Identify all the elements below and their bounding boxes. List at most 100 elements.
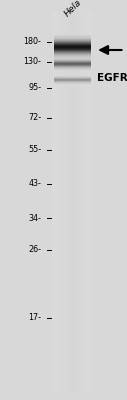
Bar xyxy=(54,52,91,53)
Bar xyxy=(54,58,91,59)
Bar xyxy=(54,58,91,59)
Text: 130-: 130- xyxy=(23,58,41,66)
Bar xyxy=(91,12,92,392)
Bar xyxy=(64,12,65,392)
Bar xyxy=(54,38,91,39)
Bar xyxy=(54,12,55,392)
Bar xyxy=(54,63,91,64)
Bar xyxy=(54,40,91,41)
Bar xyxy=(54,43,91,44)
Bar xyxy=(54,79,91,80)
Bar xyxy=(61,12,62,392)
Text: 34-: 34- xyxy=(28,214,41,222)
Bar xyxy=(54,63,91,64)
Bar xyxy=(54,40,91,41)
Bar xyxy=(54,50,91,51)
Bar xyxy=(59,12,60,392)
Bar xyxy=(54,54,91,55)
Bar xyxy=(54,57,91,58)
Bar xyxy=(54,83,91,84)
Bar xyxy=(54,83,91,84)
Bar xyxy=(72,12,73,392)
Bar xyxy=(69,12,70,392)
Bar xyxy=(54,35,91,36)
Bar xyxy=(54,83,91,84)
Bar xyxy=(54,53,91,54)
Bar xyxy=(67,12,68,392)
Bar xyxy=(53,12,91,392)
Text: 26-: 26- xyxy=(28,246,41,254)
Bar xyxy=(79,12,80,392)
Bar xyxy=(54,62,91,63)
Bar xyxy=(65,12,66,392)
Bar xyxy=(54,61,91,62)
Bar xyxy=(54,41,91,42)
Bar xyxy=(84,12,85,392)
Bar xyxy=(54,46,91,47)
Bar xyxy=(74,12,75,392)
Bar xyxy=(76,12,77,392)
Bar xyxy=(56,12,57,392)
Bar xyxy=(88,12,89,392)
Bar xyxy=(54,52,91,53)
Bar xyxy=(54,35,91,36)
Bar xyxy=(54,45,91,46)
Bar xyxy=(86,12,87,392)
Bar xyxy=(54,59,91,60)
Bar xyxy=(54,39,91,40)
Bar xyxy=(60,12,61,392)
Bar xyxy=(54,67,91,68)
Bar xyxy=(54,76,91,77)
Bar xyxy=(54,57,91,58)
Bar xyxy=(54,48,91,49)
Bar xyxy=(54,79,91,80)
Bar xyxy=(54,44,91,45)
Bar xyxy=(78,12,79,392)
Bar xyxy=(54,66,91,67)
Bar xyxy=(54,82,91,83)
Bar xyxy=(80,12,81,392)
Bar xyxy=(71,12,72,392)
Bar xyxy=(54,59,91,60)
Bar xyxy=(54,81,91,82)
Bar xyxy=(54,38,91,39)
Bar xyxy=(74,12,75,392)
Bar xyxy=(82,12,83,392)
Bar xyxy=(54,47,91,48)
Bar xyxy=(54,49,91,50)
Bar xyxy=(54,77,91,78)
Bar xyxy=(54,80,91,81)
Bar xyxy=(54,45,91,46)
Bar xyxy=(54,76,91,77)
Bar xyxy=(68,12,69,392)
Bar xyxy=(54,65,91,66)
Bar xyxy=(70,12,71,392)
Bar xyxy=(54,58,91,59)
Bar xyxy=(54,48,91,49)
Bar xyxy=(88,12,89,392)
Bar xyxy=(54,42,91,43)
Bar xyxy=(54,51,91,52)
Bar xyxy=(86,12,87,392)
Bar xyxy=(65,12,66,392)
Bar xyxy=(54,58,91,59)
Bar xyxy=(54,40,91,41)
Bar xyxy=(66,12,67,392)
Bar xyxy=(54,66,91,67)
Bar xyxy=(58,12,59,392)
Bar xyxy=(54,62,91,63)
Bar xyxy=(54,44,91,45)
Bar xyxy=(54,58,91,59)
Bar xyxy=(77,12,78,392)
Bar xyxy=(54,78,91,79)
Bar xyxy=(54,52,91,53)
Bar xyxy=(54,56,91,57)
Bar xyxy=(60,12,61,392)
Bar xyxy=(54,61,91,62)
Bar xyxy=(54,55,91,56)
Bar xyxy=(54,47,91,48)
Bar xyxy=(54,41,91,42)
Bar xyxy=(54,50,91,51)
Text: 180-: 180- xyxy=(23,38,41,46)
Bar xyxy=(54,77,91,78)
